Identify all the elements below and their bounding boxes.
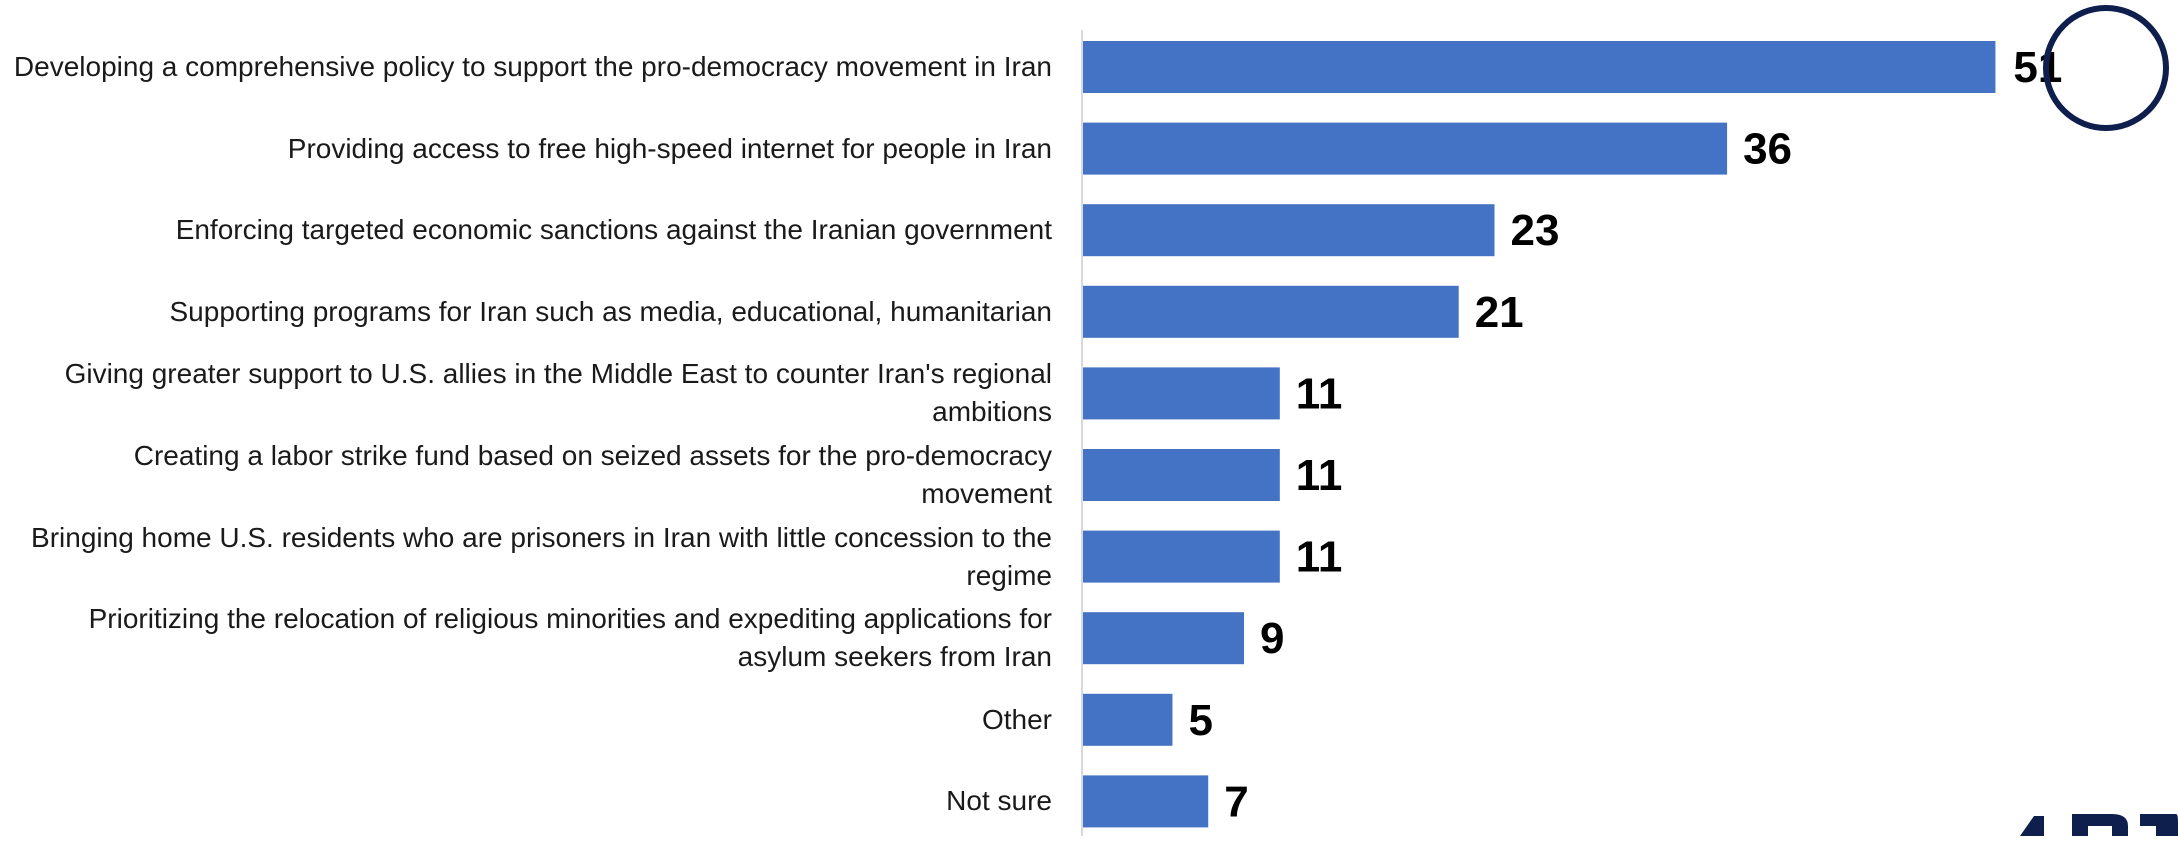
category-label: Prioritizing the relocation of religious… <box>88 603 1052 673</box>
logo-shape <box>2020 814 2178 836</box>
bar <box>1083 122 1728 175</box>
category-label: Supporting programs for Iran such as med… <box>169 295 1053 327</box>
category-label: Other <box>981 703 1052 735</box>
bar <box>1083 367 1280 420</box>
value-label: 11 <box>1296 451 1343 500</box>
bar <box>1083 612 1245 665</box>
category-label: Developing a comprehensive policy to sup… <box>13 51 1052 82</box>
value-label: 5 <box>1188 696 1212 745</box>
category-label: Giving greater support to U.S. allies in… <box>64 358 1052 428</box>
value-label: 36 <box>1743 125 1792 174</box>
category-label: Enforcing targeted economic sanctions ag… <box>175 214 1052 246</box>
value-label: 9 <box>1260 614 1284 663</box>
category-label: Not sure <box>946 785 1052 817</box>
value-label: 23 <box>1510 206 1559 255</box>
logo-fragment <box>2000 812 2178 836</box>
value-label: 11 <box>1296 369 1343 418</box>
value-label: 21 <box>1475 288 1524 337</box>
value-label: 7 <box>1224 777 1248 826</box>
category-label: Creating a labor strike fund based on se… <box>133 440 1052 509</box>
bar <box>1083 449 1280 501</box>
bar <box>1083 285 1459 338</box>
bar <box>1083 693 1173 746</box>
value-label: 51 <box>2013 43 2062 92</box>
category-label: Bringing home U.S. residents who are pri… <box>31 521 1052 591</box>
bar <box>1083 41 1996 93</box>
category-label: Providing access to free high-speed inte… <box>287 132 1052 164</box>
bars-group <box>1083 41 1996 828</box>
bar <box>1083 775 1209 828</box>
bar <box>1083 530 1280 583</box>
highlight-circle <box>2043 5 2169 131</box>
bar <box>1083 204 1495 257</box>
value-label: 11 <box>1296 533 1343 582</box>
